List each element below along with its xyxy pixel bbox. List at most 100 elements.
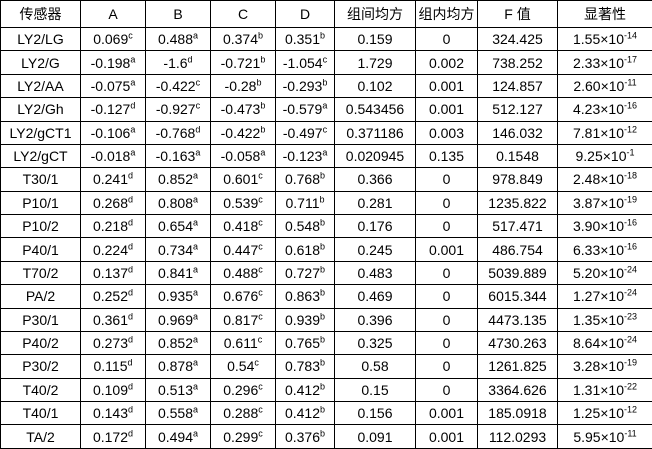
value-cell: 185.0918 xyxy=(477,400,558,426)
value-cell: 0.252d xyxy=(80,284,146,309)
value-cell: 1.35×10-23 xyxy=(557,307,652,332)
value-cell: 0.396 xyxy=(334,307,416,332)
group-letter-superscript: a xyxy=(193,334,199,345)
table-row: LY2/gCT -0.018a -0.163a -0.058a -0.123a 0.020… xyxy=(0,143,652,169)
value-cell: 0.159 xyxy=(334,26,416,52)
group-letter-superscript: c xyxy=(258,217,263,228)
value-cell: 0.878a xyxy=(145,354,211,379)
value-cell: 0.711b xyxy=(275,190,335,216)
value-cell: 1.55×10-14 xyxy=(557,26,652,52)
value-cell: 0 xyxy=(415,190,478,216)
value-cell: 6015.344 xyxy=(477,284,558,309)
value-cell: 1.729 xyxy=(334,50,416,75)
value-cell: 0.135 xyxy=(415,143,478,169)
value-cell: 0.241d xyxy=(80,167,146,192)
table-row: P10/2 0.218d 0.654a 0.418c 0.548b 0.176 0 517.4… xyxy=(0,213,652,239)
group-letter-superscript: b xyxy=(320,170,326,181)
value-cell: 0.245 xyxy=(334,237,416,262)
value-cell: 7.81×10-12 xyxy=(557,120,652,145)
value-cell: 0.143d xyxy=(80,400,146,426)
table-row: T40/2 0.109d 0.513a 0.296c 0.412b 0.15 0 3364.6… xyxy=(0,377,652,403)
header-row: 传感器 A B C D 组间均方 组内均方 F 值显著性 xyxy=(0,0,652,28)
value-cell: 0.539c xyxy=(210,190,276,216)
value-cell: 0.176 xyxy=(334,213,416,239)
group-letter-superscript: -1 xyxy=(626,147,635,158)
value-cell: -1.054c xyxy=(275,50,335,75)
value-cell: -0.28b xyxy=(210,73,276,99)
group-letter-superscript: d xyxy=(128,194,134,205)
value-cell: 3.28×10-19 xyxy=(557,354,652,379)
group-letter-superscript: d xyxy=(128,428,134,439)
group-letter-superscript: d xyxy=(128,311,134,322)
value-cell: 0.224d xyxy=(80,237,146,262)
group-letter-superscript: c xyxy=(258,287,263,298)
group-letter-superscript: b xyxy=(320,287,326,298)
sensor-cell: P40/2 xyxy=(0,330,81,356)
group-letter-superscript: -24 xyxy=(623,334,637,345)
group-letter-superscript: d xyxy=(128,404,134,415)
group-letter-superscript: c xyxy=(258,264,263,275)
value-cell: 112.0293 xyxy=(477,424,558,449)
group-letter-superscript: b xyxy=(320,240,326,251)
value-cell: 0.15 xyxy=(334,377,416,403)
value-cell: 0 xyxy=(415,213,478,239)
group-letter-superscript: b xyxy=(320,30,326,41)
group-letter-superscript: d xyxy=(128,381,134,392)
group-letter-superscript: -23 xyxy=(623,311,637,322)
group-letter-superscript: -12 xyxy=(623,404,637,415)
value-cell: 5039.889 xyxy=(477,260,558,286)
table-row: LY2/gCT1 -0.106a -0.768d -0.422b -0.497c 0.37… xyxy=(0,120,652,145)
value-cell: 512.127 xyxy=(477,97,558,122)
value-cell: 0 xyxy=(415,354,478,379)
group-letter-superscript: a xyxy=(193,311,199,322)
group-letter-superscript: c xyxy=(258,428,263,439)
value-cell: 3364.626 xyxy=(477,377,558,403)
value-cell: 4473.135 xyxy=(477,307,558,332)
value-cell: 0.808a xyxy=(145,190,211,216)
value-cell: -0.018a xyxy=(80,143,146,169)
value-cell: 0.488a xyxy=(145,26,211,52)
value-cell: 3.87×10-19 xyxy=(557,190,652,216)
group-letter-superscript: -19 xyxy=(623,357,637,368)
value-cell: 1261.825 xyxy=(477,354,558,379)
value-cell: 0.002 xyxy=(415,50,478,75)
value-cell: 0.412b xyxy=(275,377,335,403)
value-cell: -1.6d xyxy=(145,50,211,75)
value-cell: 0.852a xyxy=(145,330,211,356)
sensor-cell: P30/1 xyxy=(0,307,81,332)
table-row: P30/2 0.115d 0.878a 0.54c 0.783b 0.58 0 1261.82… xyxy=(0,354,652,379)
table-row: LY2/G -0.198a -1.6d -0.721b -1.054c 1.729 0.00… xyxy=(0,50,652,75)
group-letter-superscript: d xyxy=(128,170,134,181)
group-letter-superscript: -12 xyxy=(623,124,637,135)
value-cell: -0.927c xyxy=(145,97,211,122)
sensor-cell: T30/1 xyxy=(0,167,81,192)
value-cell: 0.939b xyxy=(275,307,335,332)
value-cell: -0.473b xyxy=(210,97,276,122)
value-cell: 0 xyxy=(415,284,478,309)
value-cell: -0.422c xyxy=(145,73,211,99)
sensor-cell: T70/2 xyxy=(0,260,81,286)
group-letter-superscript: a xyxy=(322,147,328,158)
group-letter-superscript: a xyxy=(195,147,201,158)
sensor-cell: LY2/AA xyxy=(0,73,81,99)
value-cell: 0.376b xyxy=(275,424,335,449)
value-cell: 324.425 xyxy=(477,26,558,52)
group-letter-superscript: b xyxy=(320,311,326,322)
column-header-1: A xyxy=(80,0,146,28)
group-letter-superscript: -11 xyxy=(624,77,637,88)
group-letter-superscript: -24 xyxy=(623,264,637,275)
value-cell: 0.447c xyxy=(210,237,276,262)
value-cell: 0.001 xyxy=(415,73,478,99)
group-letter-superscript: c xyxy=(195,100,201,111)
value-cell: -0.721b xyxy=(210,50,276,75)
value-cell: 9.25×10-1 xyxy=(557,143,652,169)
value-cell: 517.471 xyxy=(477,213,558,239)
group-letter-superscript: -16 xyxy=(623,240,637,251)
group-letter-superscript: d xyxy=(128,240,134,251)
group-letter-superscript: a xyxy=(322,100,328,111)
value-cell: 0.361d xyxy=(80,307,146,332)
group-letter-superscript: b xyxy=(320,357,326,368)
group-letter-superscript: b xyxy=(320,428,326,439)
table-row: P40/2 0.273d 0.852a 0.611c 0.765b 0.325 0 4730.… xyxy=(0,330,652,356)
